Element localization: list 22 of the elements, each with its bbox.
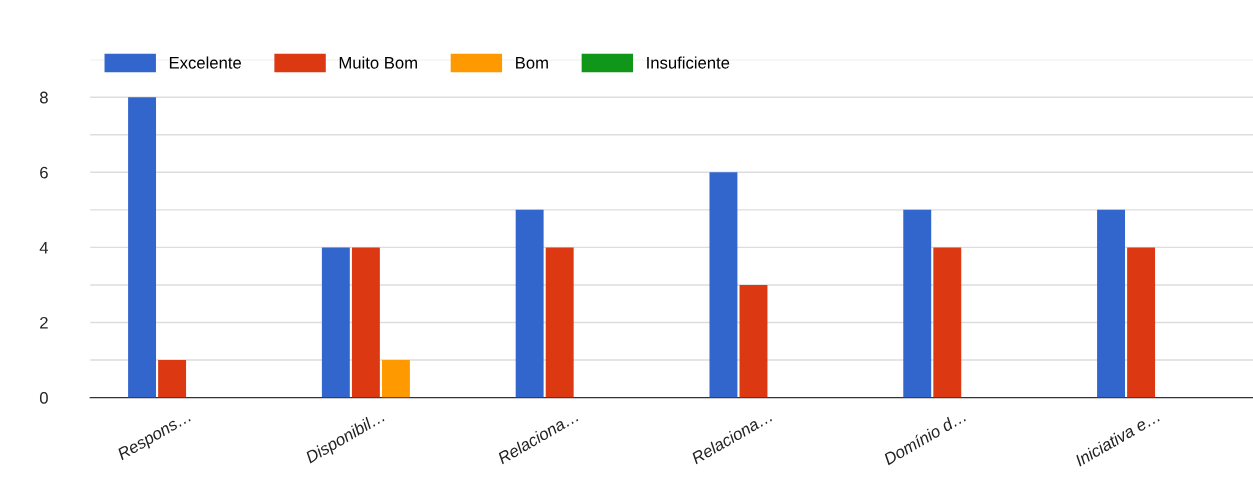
legend-label: Bom: [516, 57, 548, 69]
y-tick-label: 6: [40, 166, 48, 179]
bar: [903, 209, 932, 398]
y-tick-label: 8: [40, 91, 48, 104]
legend-label: Excelente: [169, 56, 241, 69]
bar: [158, 360, 187, 398]
y-tick-label: 2: [40, 316, 48, 329]
legend-label: Insuficiente: [647, 56, 730, 69]
bar: [381, 360, 410, 398]
legend-label: Muito Bom: [339, 56, 417, 69]
bar: [739, 284, 768, 398]
y-tick-label: 4: [39, 241, 49, 254]
bar: [1097, 209, 1126, 398]
bar: [545, 247, 574, 398]
bar: [321, 247, 350, 398]
bar: [351, 247, 380, 398]
y-tick-label: 0: [39, 392, 48, 404]
bar: [709, 172, 738, 398]
bar: [933, 247, 962, 398]
bar: [128, 97, 157, 398]
bar: [1127, 247, 1156, 398]
bar: [515, 209, 544, 398]
